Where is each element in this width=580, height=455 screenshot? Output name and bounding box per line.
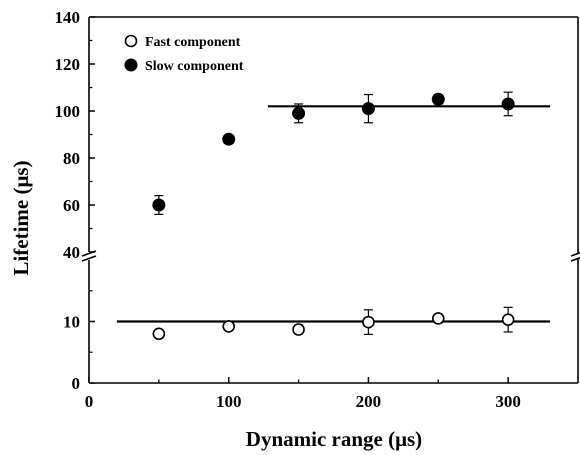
y-tick-label: 120 bbox=[55, 55, 81, 74]
legend-label-slow: Slow component bbox=[145, 59, 244, 74]
x-tick-label: 300 bbox=[495, 392, 521, 411]
y-tick-label: 40 bbox=[63, 243, 80, 262]
data-points bbox=[152, 92, 515, 341]
fast-data-point bbox=[292, 323, 305, 336]
legend-filled-circle-marker bbox=[124, 58, 138, 72]
fast-data-point bbox=[222, 320, 236, 333]
fast-data-point bbox=[152, 327, 166, 341]
fast-data-point bbox=[501, 313, 515, 326]
y-tick-label: 0 bbox=[72, 374, 81, 393]
y-tick-label: 80 bbox=[63, 149, 80, 168]
axis-break-mark bbox=[81, 255, 97, 262]
slow-data-point bbox=[292, 106, 306, 120]
legend-label-fast: Fast component bbox=[145, 35, 241, 50]
y-tick-label: 100 bbox=[55, 102, 81, 121]
legend-open-circle-marker bbox=[124, 34, 138, 48]
plot-frame bbox=[81, 16, 580, 384]
slow-data-point bbox=[501, 97, 515, 111]
fast-data-point bbox=[362, 315, 375, 329]
fit-lines bbox=[116, 105, 551, 323]
axis-break-mark bbox=[81, 250, 97, 257]
axis-break-gap bbox=[81, 253, 97, 259]
y-tick-label: 140 bbox=[55, 8, 81, 27]
x-axis-title: Dynamic range (μs) bbox=[246, 427, 422, 451]
x-tick-label: 0 bbox=[85, 392, 94, 411]
axis-break-mark bbox=[570, 251, 580, 257]
axis-break-mark bbox=[570, 256, 580, 262]
y-tick-label: 60 bbox=[63, 196, 80, 215]
slow-data-point bbox=[361, 102, 375, 116]
fast-data-point bbox=[431, 312, 445, 325]
x-tick-label: 200 bbox=[356, 392, 382, 411]
slow-data-point bbox=[152, 198, 166, 212]
y-axis-title: Lifetime (μs) bbox=[9, 160, 33, 275]
slow-data-point bbox=[222, 132, 236, 146]
slow-data-point bbox=[431, 92, 445, 106]
tick-labels: 0 100 200 300 40 60 80 100 120 140 0 10 bbox=[55, 8, 521, 411]
axis-break-gap bbox=[570, 253, 580, 259]
x-tick-label: 100 bbox=[216, 392, 242, 411]
legend: Fast component Slow component bbox=[124, 34, 244, 74]
y-tick-label: 10 bbox=[63, 313, 80, 332]
error-bars bbox=[154, 91, 513, 339]
